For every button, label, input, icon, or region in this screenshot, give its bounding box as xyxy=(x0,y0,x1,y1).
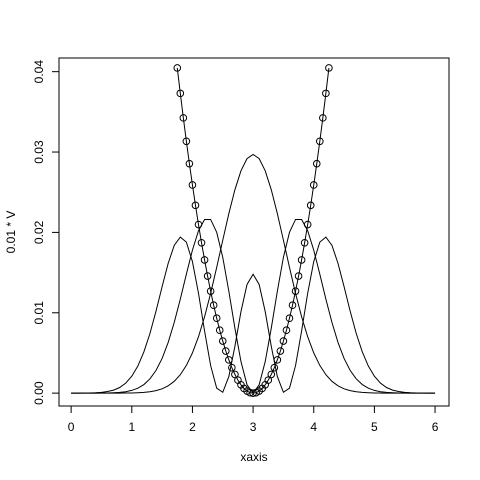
point xyxy=(300,238,309,247)
y-tick-label: 0.00 xyxy=(32,381,46,405)
point xyxy=(179,114,188,122)
point xyxy=(173,64,182,72)
point xyxy=(306,201,315,210)
point xyxy=(270,363,279,372)
x-tick-label: 4 xyxy=(310,420,317,434)
y-tick-label: 0.03 xyxy=(32,140,46,164)
point xyxy=(231,370,239,379)
point xyxy=(309,181,318,189)
x-axis-label: xaxis xyxy=(240,450,267,464)
plot-frame xyxy=(58,57,450,407)
point xyxy=(218,337,227,345)
point xyxy=(316,137,324,146)
point xyxy=(297,256,306,264)
point xyxy=(282,326,291,335)
point xyxy=(209,301,218,310)
point xyxy=(322,89,330,98)
x-tick-label: 2 xyxy=(189,420,196,434)
point xyxy=(291,287,300,295)
point xyxy=(225,356,233,364)
curve xyxy=(71,236,436,394)
point xyxy=(200,256,209,264)
curve xyxy=(71,218,436,394)
point xyxy=(185,159,194,168)
point xyxy=(279,337,288,345)
point xyxy=(215,326,224,335)
point xyxy=(273,356,282,364)
point xyxy=(212,314,221,323)
y-axis-label: 0.01 * V xyxy=(4,211,18,254)
point xyxy=(182,137,191,146)
point xyxy=(221,347,230,355)
point xyxy=(176,89,185,98)
x-tick-label: 0 xyxy=(68,420,75,434)
point xyxy=(288,301,297,310)
point xyxy=(203,272,212,280)
point xyxy=(325,64,333,72)
point xyxy=(264,376,273,384)
curve xyxy=(176,67,330,394)
point xyxy=(285,314,294,323)
point xyxy=(194,220,203,229)
x-tick-label: 1 xyxy=(128,420,135,434)
point xyxy=(294,272,303,280)
plot-area xyxy=(71,64,436,397)
x-tick-label: 6 xyxy=(432,420,439,434)
x-tick-label: 5 xyxy=(371,420,378,434)
y-tick-label: 0.04 xyxy=(32,60,46,84)
point xyxy=(228,363,236,372)
point xyxy=(312,159,321,168)
curve xyxy=(71,153,436,394)
y-tick-label: 0.01 xyxy=(32,301,46,325)
point xyxy=(276,347,285,355)
point xyxy=(246,388,254,397)
point xyxy=(188,181,197,189)
point xyxy=(191,201,200,210)
point xyxy=(303,220,312,229)
y-tick-label: 0.02 xyxy=(32,220,46,244)
point xyxy=(206,287,215,295)
point xyxy=(319,114,327,122)
point xyxy=(267,370,276,379)
point xyxy=(197,238,206,247)
x-tick-label: 3 xyxy=(250,420,257,434)
